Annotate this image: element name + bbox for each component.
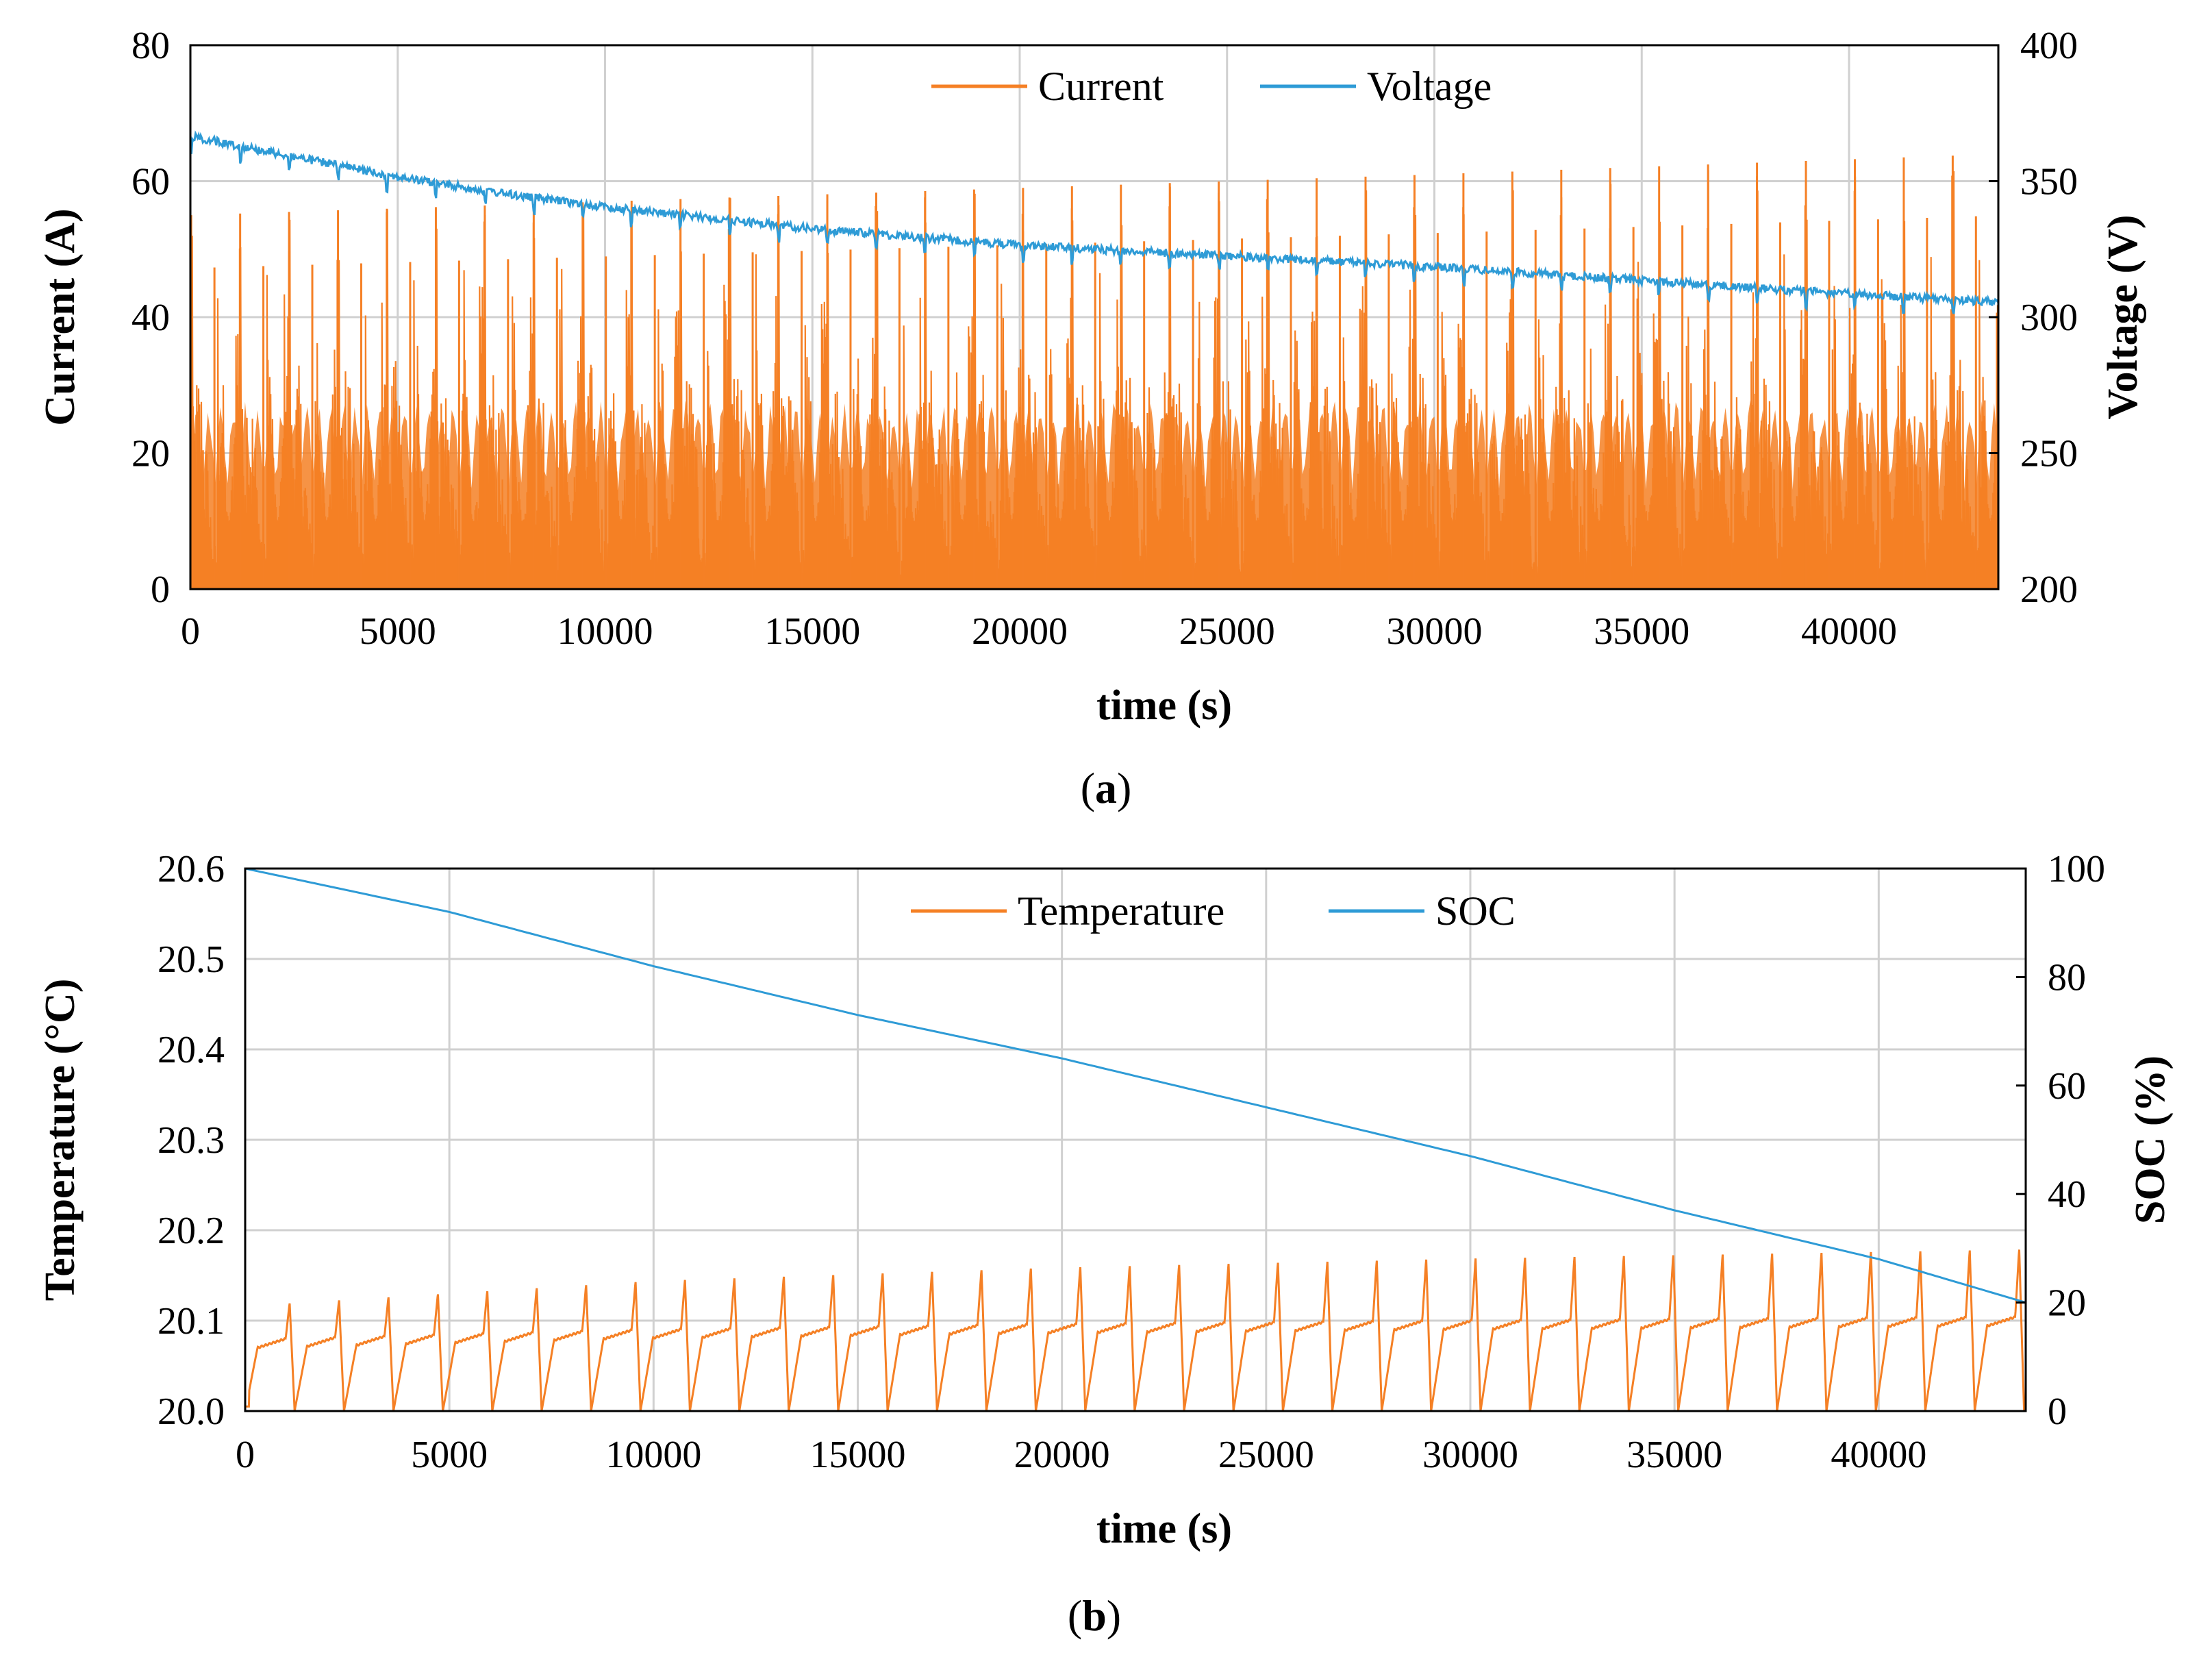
caption-b: (b)	[1068, 1591, 1121, 1640]
y-tick-label-right: 100	[2048, 848, 2105, 890]
x-tick-label: 40000	[1831, 1434, 1926, 1476]
x-tick-label: 25000	[1218, 1434, 1314, 1476]
soc-series	[244, 867, 2026, 1304]
x-tick-label: 20000	[1014, 1434, 1110, 1476]
panel-b: 0 5000 10000 15000 20000 25000 30000 35000 40000…	[37, 848, 2174, 1640]
x-tick-label: 0	[236, 1434, 255, 1476]
x-axis-title-a: time (s)	[1096, 682, 1232, 729]
y-tick-label-right: 0	[2048, 1390, 2067, 1433]
caption-letter-b: b	[1082, 1591, 1107, 1640]
panel-a: 0 5000 10000 15000 20000 25000 30000 35000 40000…	[37, 25, 2146, 812]
x-tick-label: 5000	[411, 1434, 488, 1476]
y-tick-label-right: 300	[2020, 297, 2078, 339]
x-tick-label: 30000	[1387, 610, 1483, 653]
legend-label-soc: SOC	[1435, 888, 1516, 934]
y-axis-title-right-b: SOC (%)	[2127, 1056, 2174, 1224]
legend-b: Temperature SOC	[911, 888, 1516, 934]
y-tick-label-left: 20.4	[158, 1029, 225, 1071]
y-tick-label-left: 80	[131, 25, 170, 67]
y-tick-label-left: 0	[151, 569, 170, 611]
x-tick-label: 25000	[1179, 610, 1275, 653]
y-tick-label-right: 80	[2048, 956, 2086, 999]
y-tick-label-right: 20	[2048, 1282, 2086, 1325]
x-tick-label: 20000	[972, 610, 1068, 653]
y-axis-title-left-a: Current (A)	[37, 208, 84, 425]
y-tick-label-left: 60	[131, 161, 170, 203]
svg-text:(b): (b)	[1068, 1591, 1121, 1640]
y-tick-label-left: 20.5	[158, 938, 225, 981]
legend-label-temperature: Temperature	[1018, 888, 1224, 934]
x-tick-label: 0	[181, 610, 200, 653]
x-tick-label: 35000	[1626, 1434, 1722, 1476]
x-tick-label: 30000	[1422, 1434, 1518, 1476]
x-tick-label: 15000	[809, 1434, 905, 1476]
x-tick-label: 10000	[605, 1434, 701, 1476]
y-tick-label-right: 350	[2020, 161, 2078, 203]
y-tick-label-left: 20.6	[158, 848, 225, 890]
x-tick-label: 35000	[1594, 610, 1689, 653]
y-tick-label-right: 40	[2048, 1173, 2086, 1216]
legend-label-voltage: Voltage	[1367, 64, 1492, 109]
y-tick-label-left: 20.3	[158, 1119, 225, 1162]
y-tick-label-right: 400	[2020, 25, 2078, 67]
y-tick-label-left: 20	[131, 433, 170, 475]
y-tick-label-right: 60	[2048, 1065, 2086, 1108]
plot-frame-b	[244, 867, 2027, 1412]
x-axis-title-b: time (s)	[1096, 1506, 1232, 1552]
y-tick-label-left: 20.0	[158, 1390, 225, 1433]
y-axis-title-left-b: Temperature (°C)	[37, 979, 84, 1301]
current-series	[189, 155, 2000, 590]
voltage-series	[189, 130, 2000, 314]
y-axis-title-right-a: Voltage (V)	[2100, 214, 2146, 419]
y-tick-label-left: 40	[131, 297, 170, 339]
y-tick-label-right: 200	[2020, 569, 2078, 611]
x-tick-label: 5000	[360, 610, 436, 653]
temperature-series	[245, 1249, 2027, 1412]
x-tick-label: 15000	[764, 610, 860, 653]
legend-a: Current Voltage	[931, 64, 1492, 109]
legend-label-current: Current	[1038, 64, 1164, 109]
ticks-a: 0 5000 10000 15000 20000 25000 30000 35000 40000…	[131, 25, 2078, 653]
x-tick-label: 10000	[557, 610, 653, 653]
caption-letter-a: a	[1095, 764, 1117, 812]
ticks-b: 0 5000 10000 15000 20000 25000 30000 35000 40000…	[158, 848, 2105, 1476]
y-tick-label-left: 20.1	[158, 1300, 225, 1343]
caption-a: (a)	[1081, 764, 1132, 812]
y-tick-label-left: 20.2	[158, 1210, 225, 1252]
y-tick-label-right: 250	[2020, 433, 2078, 475]
svg-text:(a): (a)	[1081, 764, 1132, 812]
x-tick-label: 40000	[1801, 610, 1897, 653]
